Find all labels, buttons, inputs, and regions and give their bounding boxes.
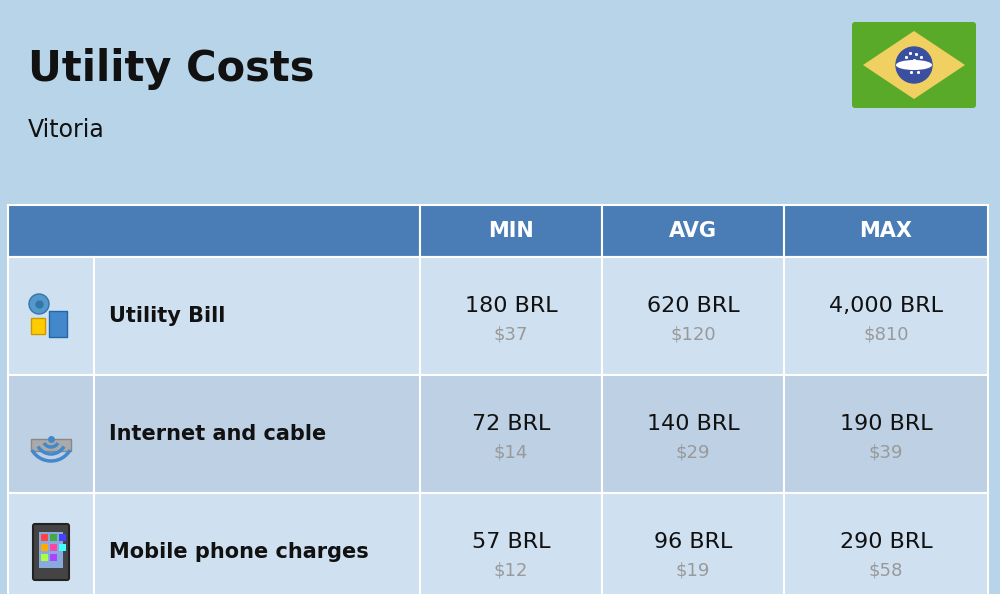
Bar <box>50 554 57 561</box>
Bar <box>31 439 71 451</box>
Text: $810: $810 <box>863 325 909 343</box>
Bar <box>41 544 48 551</box>
FancyBboxPatch shape <box>852 22 976 108</box>
Text: 72 BRL: 72 BRL <box>472 414 550 434</box>
Text: 96 BRL: 96 BRL <box>654 532 732 552</box>
Bar <box>41 554 48 561</box>
Bar <box>8 375 94 493</box>
Text: $14: $14 <box>494 443 528 461</box>
Text: Utility Costs: Utility Costs <box>28 48 314 90</box>
Bar <box>420 375 602 493</box>
Text: 180 BRL: 180 BRL <box>465 296 557 316</box>
Text: $37: $37 <box>494 325 528 343</box>
Polygon shape <box>863 31 965 99</box>
Bar <box>8 205 420 257</box>
Text: $58: $58 <box>869 561 903 579</box>
Text: $12: $12 <box>494 561 528 579</box>
Bar <box>59 534 66 541</box>
Text: MIN: MIN <box>488 221 534 241</box>
Bar <box>784 257 988 375</box>
Text: Internet and cable: Internet and cable <box>109 424 326 444</box>
Text: $120: $120 <box>670 325 716 343</box>
FancyBboxPatch shape <box>33 524 69 580</box>
Bar <box>94 257 420 375</box>
Bar <box>39 532 63 568</box>
Circle shape <box>29 294 49 314</box>
Bar <box>59 544 66 551</box>
Text: Mobile phone charges: Mobile phone charges <box>109 542 369 562</box>
Text: 4,000 BRL: 4,000 BRL <box>829 296 943 316</box>
Bar <box>784 493 988 594</box>
Text: Vitoria: Vitoria <box>28 118 105 142</box>
Text: 57 BRL: 57 BRL <box>472 532 550 552</box>
Bar <box>420 257 602 375</box>
Bar <box>49 311 67 337</box>
Circle shape <box>896 47 932 83</box>
Text: $19: $19 <box>676 561 710 579</box>
Bar <box>8 493 94 594</box>
Bar <box>602 257 784 375</box>
Bar <box>31 318 45 334</box>
Bar <box>602 375 784 493</box>
Text: Utility Bill: Utility Bill <box>109 306 225 326</box>
Bar <box>784 205 988 257</box>
Ellipse shape <box>896 60 932 70</box>
Text: 620 BRL: 620 BRL <box>647 296 739 316</box>
Text: AVG: AVG <box>669 221 717 241</box>
Text: MAX: MAX <box>860 221 912 241</box>
Text: $29: $29 <box>676 443 710 461</box>
Bar <box>784 375 988 493</box>
Text: 140 BRL: 140 BRL <box>647 414 739 434</box>
Bar <box>420 493 602 594</box>
Text: 290 BRL: 290 BRL <box>840 532 932 552</box>
Bar <box>50 534 57 541</box>
Bar <box>94 375 420 493</box>
Bar <box>602 205 784 257</box>
Bar <box>94 493 420 594</box>
Text: 190 BRL: 190 BRL <box>840 414 932 434</box>
Bar <box>41 534 48 541</box>
Bar <box>420 205 602 257</box>
Bar <box>602 493 784 594</box>
Text: $39: $39 <box>869 443 903 461</box>
Bar <box>50 544 57 551</box>
Bar <box>8 257 94 375</box>
